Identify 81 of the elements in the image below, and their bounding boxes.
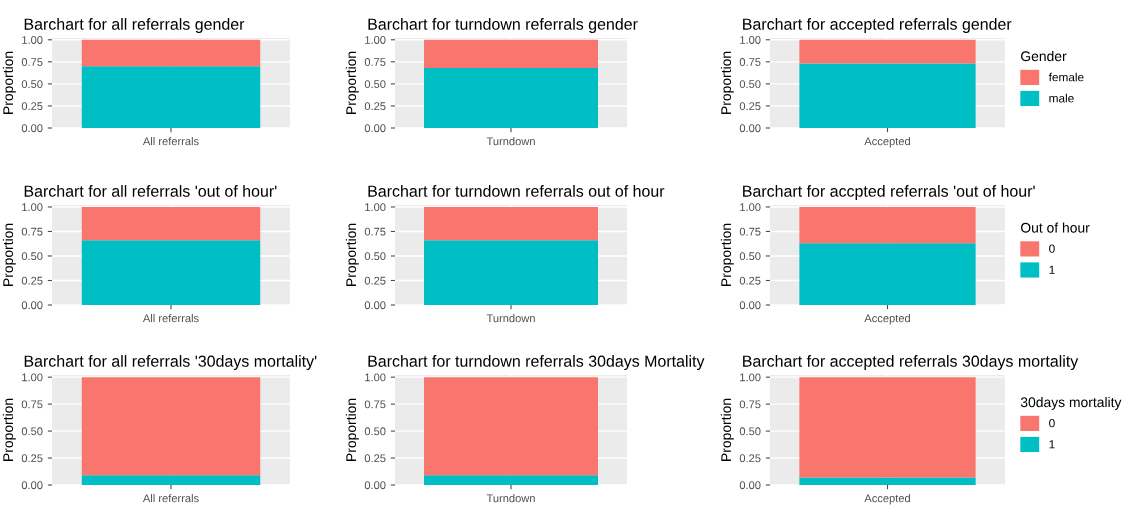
y-axis-title: Proportion [345, 51, 359, 114]
y-tick-label: 0.50 [739, 80, 761, 89]
y-tick-label: 1.00 [740, 36, 761, 44]
x-tick-label: Accepted [864, 314, 910, 325]
y-tick-label: 0.75 [364, 400, 386, 409]
y-tick-label: 0.50 [21, 252, 43, 261]
chart-title: Barchart for turndown referrals 30days Mortality [368, 355, 705, 370]
y-tick-label: 1.00 [365, 203, 386, 212]
chart-title: Barchart for all referrals 'out of hour' [24, 185, 277, 197]
legend-label: 1 [1049, 440, 1055, 449]
y-tick-label: 1.00 [740, 373, 761, 382]
y-tick-label: 0.75 [364, 227, 386, 236]
chart-title: Barchart for turndown referrals gender [368, 18, 638, 33]
y-tick-label: 0.50 [739, 252, 761, 261]
y-tick-label: 0.75 [739, 58, 761, 66]
y-tick-label: 0.50 [364, 80, 386, 89]
y-tick-label: 0.75 [739, 400, 761, 409]
y-tick-label: 0.00 [21, 124, 43, 133]
y-tick-label: 0.25 [21, 454, 43, 463]
y-axis-title: Proportion [2, 223, 16, 286]
y-tick-label: 1.00 [365, 36, 386, 44]
text: 0 [1049, 244, 1055, 253]
x-tick-label: Accepted [864, 494, 910, 505]
legend-label: female [1048, 72, 1084, 82]
x-tick-label: All referrals [142, 314, 199, 323]
chart-title: Barchart for accepted referrals gender [743, 18, 1012, 33]
y-tick-label: 0.00 [364, 124, 386, 133]
y-axis-title: Proportion [720, 398, 734, 461]
y-tick-label: 0.25 [739, 454, 761, 463]
y-axis-title: Proportion [345, 398, 359, 461]
y-tick-label: 0.25 [364, 454, 386, 463]
y-tick-label: 0.25 [364, 102, 386, 111]
y-tick-label: 0.25 [21, 276, 43, 285]
legend-label: male [1049, 93, 1074, 103]
x-tick-label: All referrals [142, 494, 199, 503]
y-tick-label: 1.00 [22, 373, 43, 382]
y-tick-label: 0.50 [739, 427, 761, 436]
chart-title: Barchart for accepted referrals 30days mortality [743, 355, 1079, 370]
y-tick-label: 0.00 [739, 481, 761, 490]
x-tick-label: Accepted [864, 137, 910, 148]
text: 1 [1049, 265, 1055, 274]
y-tick-label: 0.25 [739, 276, 761, 285]
y-tick-label: 0.25 [21, 102, 43, 111]
y-axis-title: Proportion [345, 223, 359, 286]
y-tick-label: 0.50 [21, 427, 43, 436]
y-tick-label: 1.00 [22, 203, 43, 212]
y-tick-label: 0.75 [364, 58, 386, 66]
y-axis-title: Proportion [2, 398, 16, 461]
y-tick-label: 0.25 [364, 276, 386, 285]
y-tick-label: 0.00 [739, 301, 761, 310]
y-axis-title: Proportion [2, 51, 16, 114]
y-tick-label: 0.50 [364, 427, 386, 436]
y-tick-label: 0.00 [364, 481, 386, 490]
y-tick-label: 0.75 [739, 227, 761, 236]
y-tick-label: 1.00 [740, 203, 761, 212]
y-tick-label: 0.00 [21, 301, 43, 310]
y-tick-label: 0.50 [21, 80, 43, 89]
x-tick-label: Turndown [486, 314, 535, 323]
x-tick-label: All referrals [142, 137, 199, 146]
legend-title: Out of hour [1020, 222, 1090, 233]
y-tick-label: 0.00 [364, 301, 386, 310]
legend-title: 30days mortality [1020, 396, 1122, 410]
y-tick-label: 0.50 [364, 252, 386, 261]
chart-title: Barchart for all referrals '30days mortality' [24, 355, 317, 370]
y-axis-title: Proportion [720, 223, 734, 286]
y-tick-label: 1.00 [365, 373, 386, 382]
y-tick-label: 0.25 [739, 102, 761, 111]
y-tick-label: 0.75 [21, 227, 43, 236]
y-tick-label: 0.00 [739, 124, 761, 133]
y-tick-label: 0.75 [21, 58, 43, 66]
x-tick-label: Turndown [486, 137, 535, 146]
chart-title: Barchart for accpted referrals 'out of hour' [743, 185, 1035, 200]
x-tick-label: Turndown [486, 494, 535, 503]
y-tick-label: 0.75 [21, 400, 43, 409]
y-tick-label: 1.00 [22, 36, 43, 44]
legend-label: 0 [1049, 419, 1055, 428]
legend-title: Gender [1021, 50, 1067, 62]
y-tick-label: 0.00 [21, 481, 43, 490]
chart-title: Barchart for turndown referrals out of hour [368, 185, 665, 197]
y-axis-title: Proportion [720, 51, 734, 114]
chart-title: Barchart for all referrals gender [24, 18, 245, 33]
